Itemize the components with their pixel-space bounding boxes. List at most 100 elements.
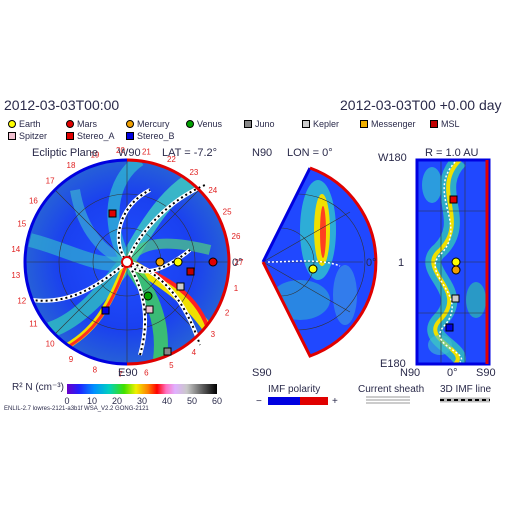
imf-line-label: 3D IMF line <box>440 384 492 395</box>
ecliptic-title: Ecliptic Plane <box>32 147 99 159</box>
polarity-bar-red <box>300 397 328 405</box>
stereo-a-marker <box>108 209 117 218</box>
clock-number: 25 <box>223 208 232 217</box>
clock-number: 4 <box>192 348 197 357</box>
clock-number: 7 <box>118 370 123 379</box>
meridional-imf-line <box>267 260 341 267</box>
radial-mercury-marker <box>451 265 461 275</box>
ecliptic-sheath-lines <box>31 183 206 356</box>
density-colorbar <box>67 384 217 394</box>
radial-frame <box>415 158 491 366</box>
radial-top-label: W180 <box>378 152 407 164</box>
juno-marker <box>163 347 172 356</box>
legend-label-mercury: Mercury <box>137 119 170 129</box>
clock-number: 14 <box>11 245 20 254</box>
clock-number: 5 <box>169 361 174 370</box>
colorbar-ticks: 0 10 20 30 40 50 60 <box>64 396 222 406</box>
ecliptic-lat-label: LAT = -7.2° <box>162 147 218 159</box>
clock-number: 9 <box>69 355 74 364</box>
legend-marker-msl <box>430 120 438 128</box>
meridional-edge-top <box>261 167 312 263</box>
meridional-earth-marker <box>308 264 318 274</box>
meridional-edge-red <box>261 166 378 358</box>
radial-earth-marker <box>451 257 461 267</box>
clock-number: 3 <box>211 330 216 339</box>
colorbar-tick-label: 30 <box>137 396 147 406</box>
clock-number: 12 <box>17 296 26 305</box>
colorbar-tick-label: 60 <box>212 396 222 406</box>
earth-marker <box>173 257 183 267</box>
spitzer-marker <box>145 305 154 314</box>
clock-number: 18 <box>67 161 76 170</box>
clock-number: 26 <box>232 232 241 241</box>
radial-panel <box>415 158 491 366</box>
kepler-marker <box>176 282 185 291</box>
polarity-bar-blue <box>268 397 300 405</box>
legend-label-stereo-b: Stereo_B <box>137 131 175 141</box>
clock-number: 6 <box>144 368 149 377</box>
ecliptic-bottom-label: E90 <box>118 367 138 379</box>
legend-marker-mercury <box>126 120 134 128</box>
polarity-ring-red <box>126 158 231 366</box>
radial-kepler-marker <box>451 294 460 303</box>
clock-number: 22 <box>167 155 176 164</box>
legend-marker-kepler <box>302 120 310 128</box>
current-sheath-label: Current sheath <box>358 384 425 395</box>
legend-marker-spitzer <box>8 132 16 140</box>
colorbar-label: R² N (cm⁻³) <box>12 382 64 393</box>
venus-marker <box>143 291 153 301</box>
legend-marker-juno <box>244 120 252 128</box>
legend-label-stereo-a: Stereo_A <box>77 131 115 141</box>
clock-number: 8 <box>93 365 98 374</box>
date-left: 2012-03-03T00:00 <box>4 97 120 113</box>
colorbar-tick-label: 20 <box>112 396 122 406</box>
clock-number: 16 <box>29 197 38 206</box>
legend-marker-mars <box>66 120 74 128</box>
clock-number: 13 <box>11 271 20 280</box>
radial-x-label-n90: N90 <box>400 367 421 379</box>
radial-stereo-a-marker <box>449 195 458 204</box>
legend-label-mars: Mars <box>77 119 97 129</box>
radial-sheath-line <box>434 161 463 363</box>
clock-number: 10 <box>46 340 55 349</box>
legend-marker-earth <box>8 120 16 128</box>
radial-stereo-b-marker <box>445 323 454 332</box>
radial-left-label: 1 <box>398 257 405 269</box>
meridional-lon-label: LON = 0° <box>287 147 333 159</box>
meridional-top-label: N90 <box>252 147 273 159</box>
meridional-bottom-label: S90 <box>252 367 272 379</box>
legend-label-juno: Juno <box>255 119 275 129</box>
mars-marker <box>208 257 218 267</box>
polarity-ring-blue <box>23 158 128 366</box>
clock-number: 21 <box>142 148 151 157</box>
legend-label-kepler: Kepler <box>313 119 340 129</box>
radial-x-label-0: 0° <box>447 367 458 379</box>
ecliptic-right-label: 0° <box>232 257 243 269</box>
meridional-grid <box>262 193 366 331</box>
clock-number: 1 <box>234 284 239 293</box>
legend-label-venus: Venus <box>197 119 223 129</box>
clock-number: 2 <box>225 308 230 317</box>
clock-numbers: 19 20 212223242526271234567891011121314151… <box>11 146 244 379</box>
date-right: 2012-03-03T00 +0.00 day <box>340 97 502 113</box>
imf-polarity-label: IMF polarity <box>268 384 321 395</box>
legend-label-earth: Earth <box>19 119 41 129</box>
legend-marker-stereo-a <box>66 132 74 140</box>
clock-number: 24 <box>208 186 217 195</box>
ecliptic-panel: 19 20 212223242526271234567891011121314151… <box>11 146 244 379</box>
legend-marker-stereo-b <box>126 132 134 140</box>
legend-label-spitzer: Spitzer <box>19 131 48 141</box>
ecliptic-top-label: W90 <box>118 147 141 159</box>
mercury-marker <box>155 257 165 267</box>
clock-number: 15 <box>17 220 26 229</box>
model-footer: ENLIL-2.7 lowres-2121-a3b1f WSA_V2.2 GON… <box>4 406 149 412</box>
colorbar-tick-label: 50 <box>187 396 197 406</box>
clock-number: 11 <box>29 320 38 329</box>
legend-marker-messenger <box>360 120 368 128</box>
legend-marker-venus <box>186 120 194 128</box>
colorbar-tick-label: 10 <box>87 396 97 406</box>
clock-number: 27 <box>235 258 244 267</box>
radial-bottom-label: E180 <box>380 358 406 370</box>
